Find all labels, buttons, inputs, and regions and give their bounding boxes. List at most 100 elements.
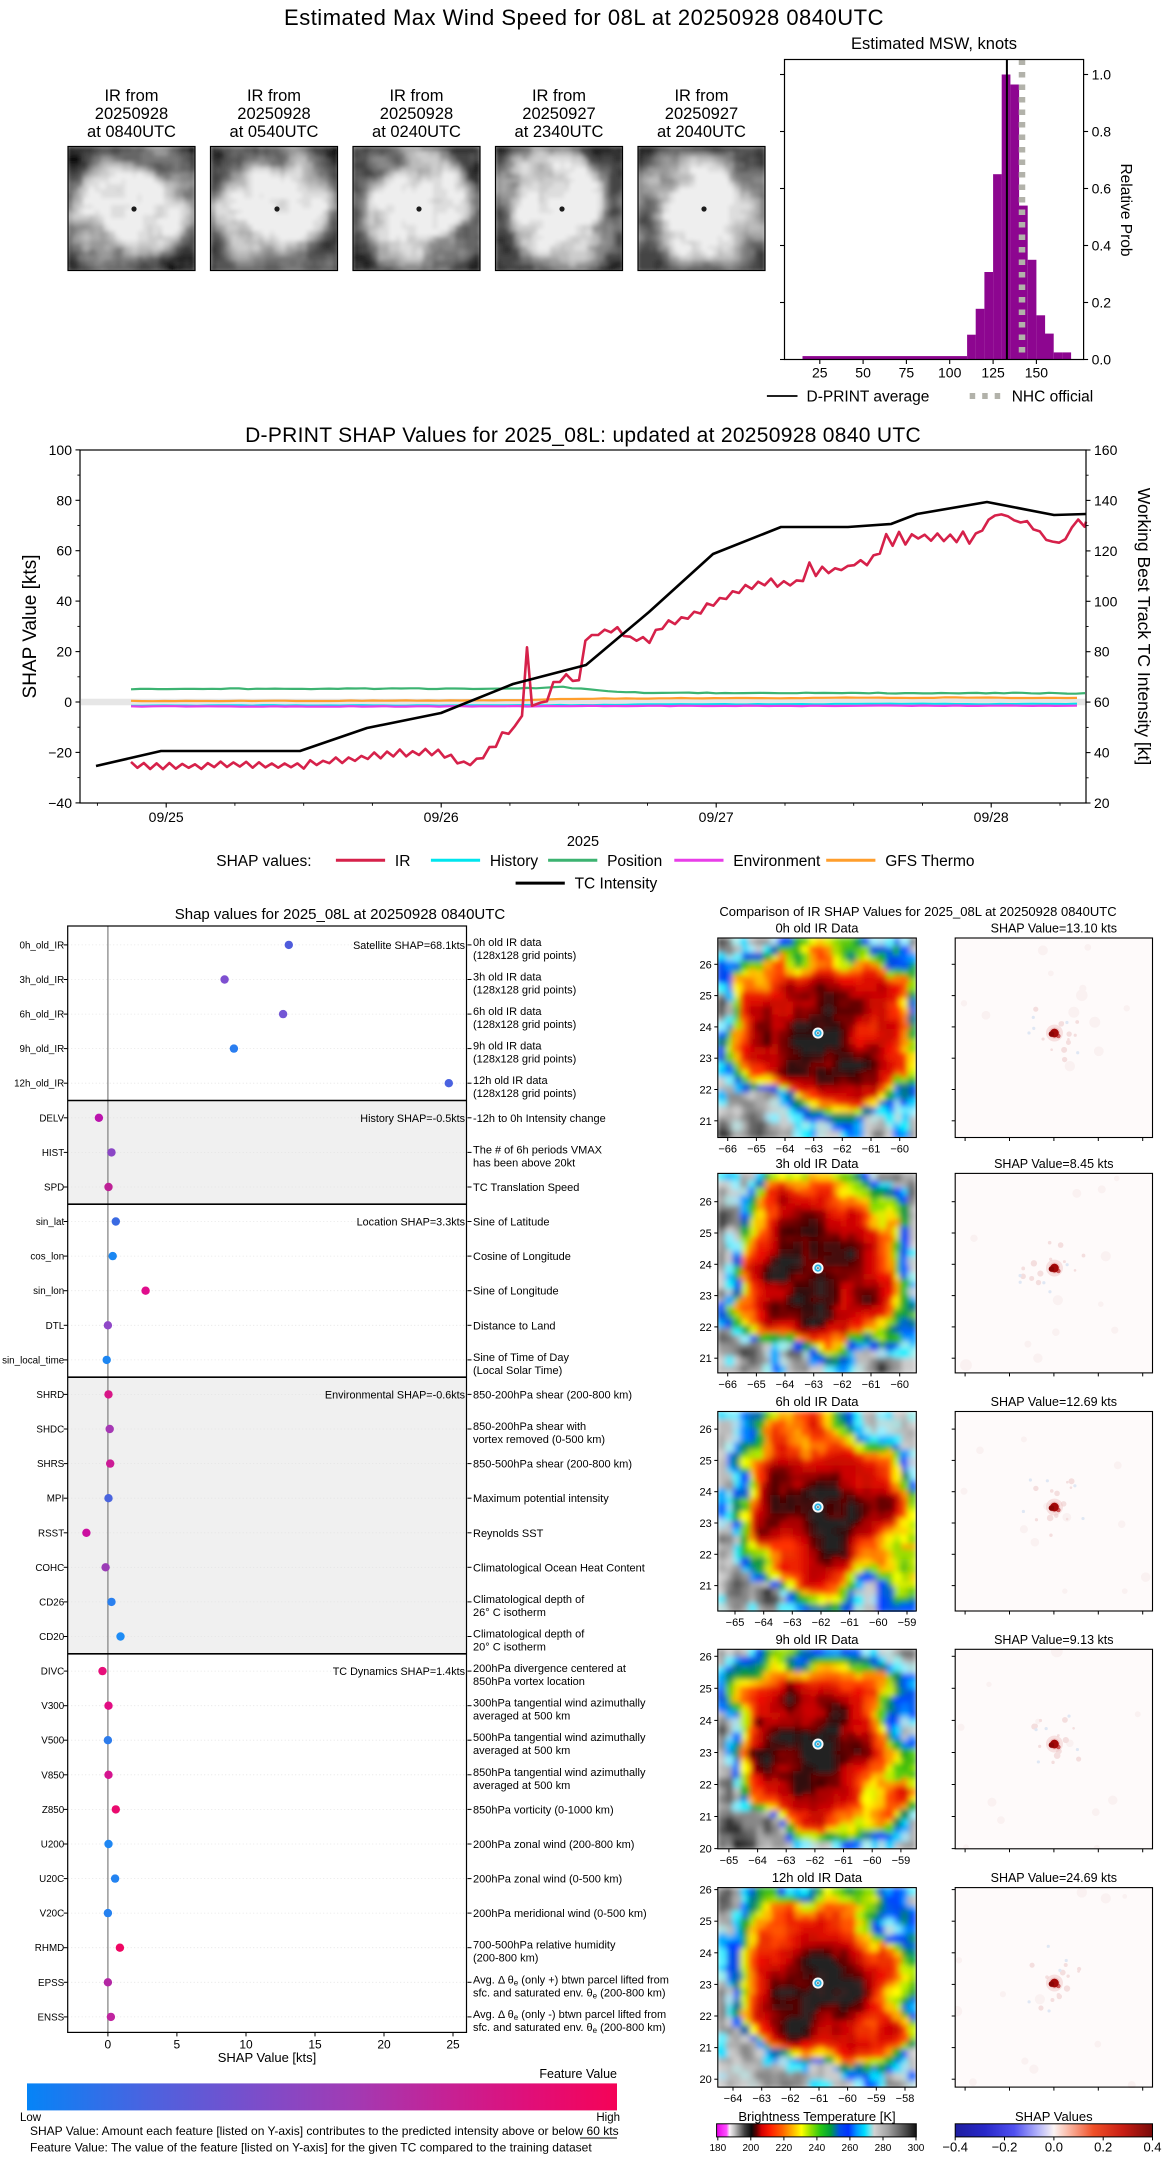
svg-text:Low: Low <box>20 2112 42 2124</box>
svg-text:−59: −59 <box>867 2093 886 2105</box>
svg-text:20250928: 20250928 <box>237 105 310 123</box>
svg-text:vortex removed (0-500 km): vortex removed (0-500 km) <box>473 1434 605 1446</box>
svg-text:260: 260 <box>842 2143 859 2154</box>
svg-text:700-500hPa relative humidity: 700-500hPa relative humidity <box>473 1940 616 1952</box>
svg-text:3h old IR data: 3h old IR data <box>473 972 542 984</box>
svg-text:Environmental SHAP=-0.6kts: Environmental SHAP=-0.6kts <box>325 1389 466 1401</box>
svg-text:RSST: RSST <box>38 1528 64 1539</box>
svg-text:Maximum potential intensity: Maximum potential intensity <box>473 1493 609 1505</box>
svg-text:850-200hPa shear with: 850-200hPa shear with <box>473 1421 586 1433</box>
svg-text:21: 21 <box>700 1812 712 1824</box>
svg-text:1.0: 1.0 <box>1092 67 1112 83</box>
svg-text:−62: −62 <box>812 1617 831 1629</box>
svg-text:850hPa vortex location: 850hPa vortex location <box>473 1676 585 1688</box>
svg-text:200hPa zonal wind (0-500 km): 200hPa zonal wind (0-500 km) <box>473 1874 622 1886</box>
svg-text:−62: −62 <box>833 1379 852 1391</box>
svg-text:−63: −63 <box>777 1855 796 1867</box>
svg-text:−20: −20 <box>48 744 72 760</box>
svg-text:0h old IR data: 0h old IR data <box>473 937 542 949</box>
svg-text:20250928: 20250928 <box>380 105 453 123</box>
svg-text:-12h to 0h Intensity change: -12h to 0h Intensity change <box>473 1113 606 1125</box>
svg-text:0.2: 0.2 <box>1092 295 1112 311</box>
svg-text:−64: −64 <box>748 1855 767 1867</box>
svg-text:500hPa tangential wind azimuth: 500hPa tangential wind azimuthally <box>473 1732 646 1744</box>
svg-text:at 0840UTC: at 0840UTC <box>87 123 176 141</box>
svg-text:SHAP Value=24.69 kts: SHAP Value=24.69 kts <box>991 1871 1117 1885</box>
svg-text:SHRD: SHRD <box>36 1390 64 1401</box>
svg-text:at 0240UTC: at 0240UTC <box>372 123 461 141</box>
svg-text:26: 26 <box>700 1197 712 1209</box>
svg-text:Satellite SHAP=68.1kts: Satellite SHAP=68.1kts <box>353 940 466 952</box>
svg-text:9h_old_IR: 9h_old_IR <box>20 1044 65 1055</box>
svg-text:0.4: 0.4 <box>1143 2140 1161 2155</box>
svg-text:0.8: 0.8 <box>1092 124 1112 140</box>
svg-text:15: 15 <box>308 2037 322 2051</box>
svg-text:6h_old_IR: 6h_old_IR <box>20 1010 65 1021</box>
svg-text:−66: −66 <box>718 1379 737 1391</box>
svg-text:−59: −59 <box>898 1617 917 1629</box>
svg-text:6h old IR data: 6h old IR data <box>473 1006 542 1018</box>
svg-text:−64: −64 <box>776 1379 795 1391</box>
svg-text:0.0: 0.0 <box>1092 352 1112 368</box>
svg-text:−60: −60 <box>838 2093 857 2105</box>
svg-text:MPI: MPI <box>47 1494 64 1505</box>
svg-text:09/27: 09/27 <box>699 809 734 825</box>
svg-text:sin_lon: sin_lon <box>33 1286 64 1297</box>
svg-text:Avg. Δ θe​ (only -) btwn parce: Avg. Δ θe​ (only -) btwn parcel lifted f… <box>473 2009 666 2022</box>
svg-text:Shap values for 2025_08L at 20: Shap values for 2025_08L at 20250928 084… <box>175 906 506 923</box>
svg-text:−60: −60 <box>863 1855 882 1867</box>
svg-text:−65: −65 <box>726 1617 745 1629</box>
svg-text:Cosine of Longitude: Cosine of Longitude <box>473 1251 571 1263</box>
svg-text:at 0540UTC: at 0540UTC <box>230 123 319 141</box>
svg-text:40: 40 <box>1094 745 1110 761</box>
svg-text:High: High <box>596 2112 620 2124</box>
svg-text:at 2040UTC: at 2040UTC <box>657 123 746 141</box>
svg-text:100: 100 <box>49 442 73 458</box>
svg-text:160: 160 <box>1094 442 1118 458</box>
svg-text:IR from: IR from <box>104 87 158 105</box>
svg-text:Environment: Environment <box>733 853 821 870</box>
svg-text:240: 240 <box>809 2143 826 2154</box>
svg-text:SHAP Value [kts]: SHAP Value [kts] <box>20 555 41 699</box>
svg-text:22: 22 <box>700 1549 712 1561</box>
svg-text:−64: −64 <box>754 1617 773 1629</box>
svg-text:GFS Thermo: GFS Thermo <box>885 853 974 870</box>
svg-text:09/26: 09/26 <box>424 809 459 825</box>
svg-text:(200-800 km): (200-800 km) <box>473 1953 538 1965</box>
svg-text:0h_old_IR: 0h_old_IR <box>20 940 65 951</box>
svg-text:21: 21 <box>700 1353 712 1365</box>
svg-text:125: 125 <box>981 365 1005 381</box>
svg-text:Working Best Track TC Intensit: Working Best Track TC Intensity [kt] <box>1134 488 1154 766</box>
svg-text:26° C isotherm: 26° C isotherm <box>473 1607 546 1619</box>
svg-text:Climatological depth of: Climatological depth of <box>473 1594 585 1606</box>
svg-text:has been above 20kt: has been above 20kt <box>473 1157 575 1169</box>
svg-text:−58: −58 <box>896 2093 915 2105</box>
svg-text:0.0: 0.0 <box>1045 2140 1063 2155</box>
svg-text:−61: −61 <box>834 1855 853 1867</box>
svg-text:sfc. and saturated env. θe​ (2: sfc. and saturated env. θe​ (200-800 km) <box>473 2022 666 2035</box>
svg-text:50: 50 <box>855 365 871 381</box>
svg-text:SHDC: SHDC <box>36 1425 64 1436</box>
svg-text:−0.4: −0.4 <box>942 2140 968 2155</box>
svg-text:Z850: Z850 <box>42 1805 65 1816</box>
svg-text:−64: −64 <box>776 1144 795 1156</box>
svg-text:The # of 6h periods VMAX: The # of 6h periods VMAX <box>473 1144 603 1156</box>
svg-text:24: 24 <box>700 1715 712 1727</box>
svg-text:25: 25 <box>700 991 712 1003</box>
svg-text:25: 25 <box>700 1683 712 1695</box>
svg-text:−63: −63 <box>804 1144 823 1156</box>
svg-text:Sine of Latitude: Sine of Latitude <box>473 1217 549 1229</box>
svg-text:100: 100 <box>1094 593 1118 609</box>
svg-text:NHC official: NHC official <box>1012 389 1094 406</box>
svg-text:RHMD: RHMD <box>35 1943 64 1954</box>
svg-text:22: 22 <box>700 1322 712 1334</box>
svg-text:25: 25 <box>700 1228 712 1240</box>
svg-text:−62: −62 <box>833 1144 852 1156</box>
svg-text:sin_lat: sin_lat <box>36 1217 65 1228</box>
svg-text:SHAP Values: SHAP Values <box>1015 2109 1093 2124</box>
svg-text:22: 22 <box>700 1780 712 1792</box>
svg-text:9h old IR Data: 9h old IR Data <box>775 1632 859 1647</box>
svg-text:12h old IR data: 12h old IR data <box>473 1075 548 1087</box>
svg-text:850-200hPa shear (200-800 km): 850-200hPa shear (200-800 km) <box>473 1389 632 1401</box>
svg-text:Feature Value: The value of th: Feature Value: The value of the feature … <box>30 2141 592 2155</box>
